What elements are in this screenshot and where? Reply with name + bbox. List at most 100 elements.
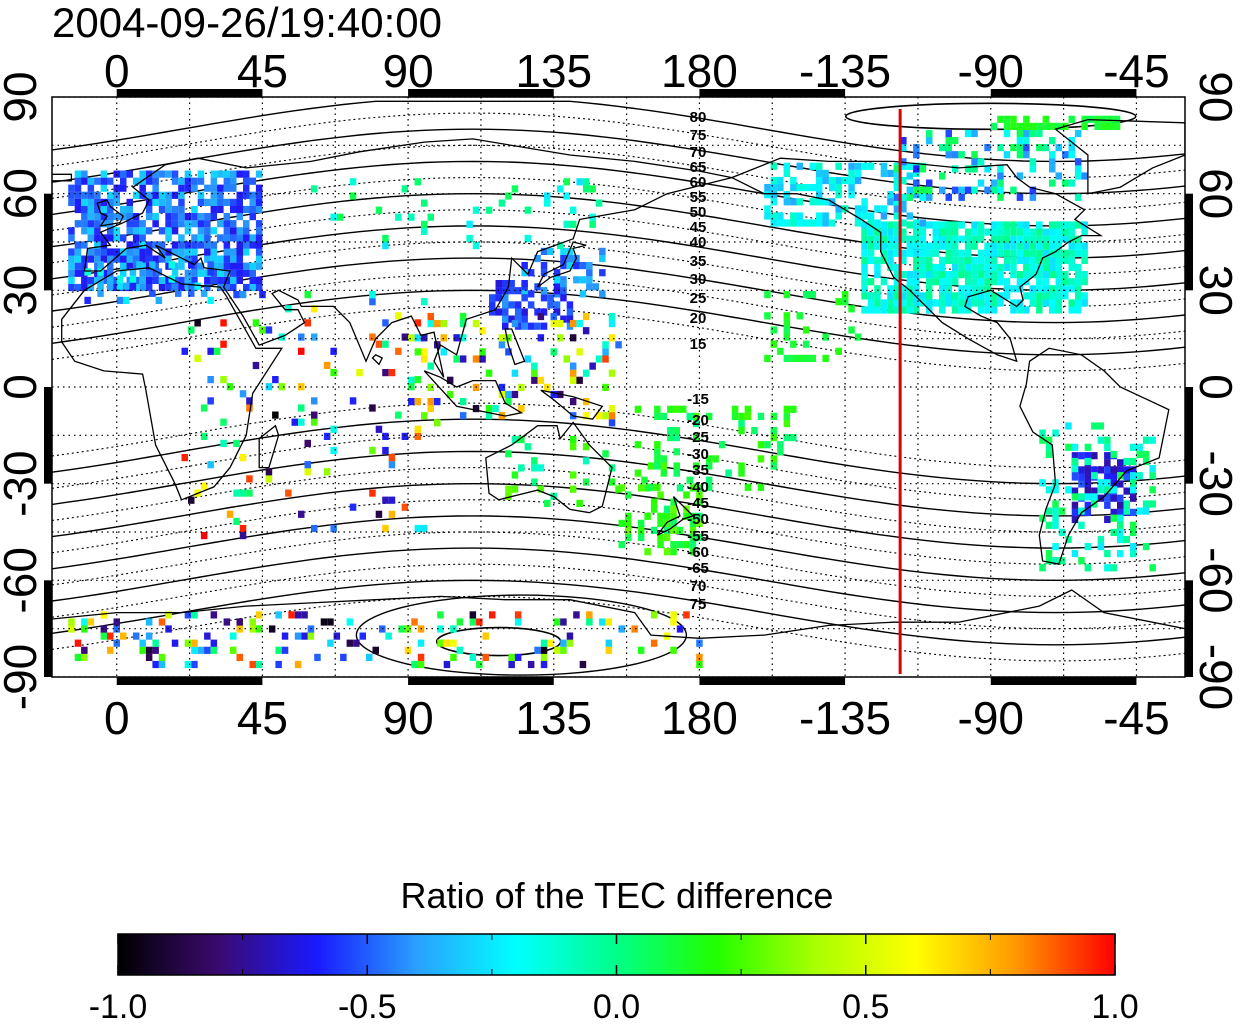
tec-cell: [964, 249, 972, 257]
tec-cell: [964, 292, 972, 300]
tec-cell: [330, 347, 337, 355]
tec-cell: [880, 256, 888, 264]
tec-cell: [634, 405, 642, 413]
tec-cell: [964, 235, 972, 243]
tec-cell: [1142, 457, 1150, 466]
tec-cell: [1003, 263, 1011, 272]
tec-cell: [625, 491, 632, 499]
tec-cell: [502, 315, 509, 323]
tec-cell: [540, 639, 548, 647]
tec-cell: [880, 306, 888, 314]
tec-cell: [469, 611, 477, 619]
tec-cell: [663, 533, 671, 542]
tec-cell: [502, 308, 509, 316]
tec-cell: [126, 213, 133, 221]
tec-cell: [132, 255, 140, 263]
tec-cell: [1049, 165, 1056, 173]
tec-cell: [249, 191, 256, 199]
tec-cell: [1068, 221, 1075, 229]
tec-cell: [1068, 285, 1075, 293]
tec-cell: [867, 162, 875, 170]
tec-cell: [1036, 256, 1043, 264]
tec-cell: [171, 177, 179, 185]
tec-cell: [573, 276, 580, 284]
tec-cell: [1065, 443, 1072, 451]
tec-cell: [926, 249, 933, 257]
tec-cell: [835, 298, 842, 306]
tec-cell: [236, 227, 243, 235]
tec-cell: [738, 412, 745, 420]
left-lat-tick-label: 0: [0, 374, 46, 400]
colorbar-tick-label: -1.0: [89, 988, 148, 1024]
tec-cell: [913, 144, 920, 152]
tec-cell: [809, 184, 816, 192]
tec-cell: [1091, 472, 1098, 480]
tec-cell: [210, 248, 218, 256]
tec-cell: [1045, 557, 1053, 565]
tec-cell: [395, 347, 402, 355]
tec-cell: [459, 412, 467, 420]
right-axis-bar: [1185, 387, 1193, 484]
tec-cell: [893, 306, 901, 314]
tec-cell: [1123, 466, 1130, 474]
tec-cell: [919, 292, 927, 300]
coastline-north-america: [730, 157, 1104, 363]
tec-cell: [1110, 514, 1117, 522]
tec-cell: [1049, 151, 1056, 159]
tec-cell: [602, 450, 609, 458]
tec-cell: [408, 383, 415, 391]
right-lat-tick-label: 30: [1190, 265, 1240, 316]
tec-cell: [932, 228, 939, 236]
tec-cell: [1003, 292, 1011, 300]
tec-cell: [1049, 285, 1056, 293]
tec-cell: [1036, 228, 1043, 236]
tec-cell: [880, 299, 888, 307]
tec-cell: [1081, 172, 1088, 180]
tec-cell: [654, 483, 661, 491]
tec-cell: [906, 292, 914, 300]
tec-cell: [249, 269, 256, 277]
tec-cell: [249, 241, 256, 249]
tec-cell: [233, 439, 240, 447]
tec-cell: [243, 269, 250, 277]
tec-cell: [599, 269, 606, 277]
tec-cell: [197, 198, 205, 206]
tec-cell: [540, 308, 548, 316]
tec-cell: [586, 283, 593, 291]
tec-cell: [1136, 443, 1143, 451]
tec-cell: [848, 191, 855, 199]
contour-label: -35: [687, 462, 709, 479]
tec-cell: [1062, 228, 1069, 236]
tec-cell: [977, 158, 985, 166]
tec-cell: [120, 205, 127, 214]
tec-cell: [977, 256, 985, 264]
tec-cell: [1045, 521, 1053, 529]
tec-cell: [239, 489, 247, 497]
tec-cell: [158, 276, 166, 284]
tec-cell: [893, 271, 901, 279]
tec-cell: [178, 205, 185, 214]
tec-cell: [236, 618, 243, 626]
tec-cell: [540, 269, 548, 277]
tec-cell: [1094, 122, 1101, 130]
tec-cell: [1036, 292, 1043, 300]
tec-cell: [560, 287, 567, 295]
tec-cell: [411, 618, 418, 626]
tec-cell: [990, 235, 998, 243]
tec-cell: [582, 457, 590, 465]
tec-cell: [223, 248, 231, 256]
tec-cell: [236, 198, 243, 206]
tec-cell: [246, 489, 253, 497]
tec-cell: [81, 198, 88, 206]
tec-cell: [644, 512, 651, 520]
tec-cell: [608, 412, 616, 420]
tec-cell: [900, 176, 907, 185]
tec-cell: [87, 618, 95, 626]
tec-cell: [236, 248, 243, 256]
tec-cell: [602, 348, 609, 356]
bottom-axis-bar: [990, 677, 1137, 685]
tec-cell: [919, 186, 927, 194]
tec-cell: [958, 193, 965, 201]
tec-cell: [660, 469, 668, 477]
tec-cell: [152, 262, 159, 270]
